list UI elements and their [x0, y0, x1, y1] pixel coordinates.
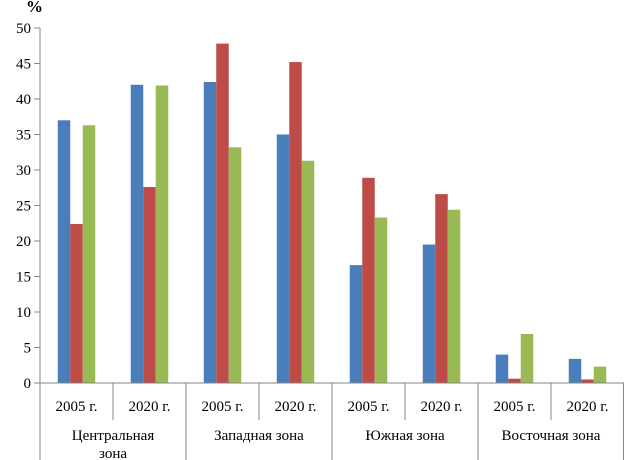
bar-series-2-cat-1	[70, 223, 83, 383]
x-tick-label: 2005 г.	[56, 399, 98, 415]
x-tick-label: 2005 г.	[348, 399, 390, 415]
x-tick-label: 2020 г.	[129, 399, 171, 415]
x-tick-label: 2020 г.	[421, 399, 463, 415]
bar-series-1-cat-8	[568, 358, 582, 383]
y-tick-label: 10	[16, 305, 31, 321]
bar-series-3-cat-1	[82, 125, 96, 384]
bar-series-2-cat-4	[289, 62, 302, 384]
y-tick-label: 50	[16, 21, 31, 37]
bar-series-2-cat-3	[216, 43, 229, 384]
group-label: Центральная	[72, 428, 155, 444]
bar-series-2-cat-2	[143, 187, 156, 383]
group-label: Южная зона	[365, 428, 445, 444]
bar-series-3-cat-2	[155, 85, 169, 383]
bar-series-3-cat-7	[520, 334, 534, 383]
bar-series-1-cat-3	[203, 81, 217, 384]
x-tick-label: 2020 г.	[275, 399, 317, 415]
x-tick-label: 2020 г.	[567, 399, 609, 415]
y-tick-label: 30	[16, 163, 31, 179]
x-axis-labels: 2005 г. 2020 г. 2005 г. 2020 г. 2005 г. 2020 …	[56, 399, 609, 460]
y-axis-label: %	[26, 0, 43, 16]
bar-series-1-cat-7	[495, 354, 509, 383]
x-tick-label: 2005 г.	[202, 399, 244, 415]
x-tick-label: 2005 г.	[494, 399, 536, 415]
bar-series-3-cat-8	[593, 366, 607, 383]
bar-series-1-cat-2	[130, 84, 144, 384]
bar-series-3-cat-4	[301, 160, 315, 383]
bar-series-3-cat-5	[374, 217, 388, 383]
y-tick-label: 20	[16, 234, 31, 250]
group-label: Западная зона	[214, 428, 304, 444]
bar-series-2-cat-5	[362, 177, 375, 383]
axes	[39, 28, 624, 460]
bar-series-3-cat-3	[228, 147, 242, 383]
group-label: Восточная зона	[502, 428, 601, 444]
y-axis-ticks: 0 5 10 15 20 25 30 35 40 45 50	[16, 21, 40, 392]
bar-series-3-cat-6	[447, 209, 461, 383]
y-tick-label: 45	[16, 57, 31, 73]
bar-series-2-cat-8	[581, 379, 594, 383]
bars	[57, 43, 607, 384]
bar-series-1-cat-5	[349, 265, 363, 383]
y-tick-label: 40	[16, 92, 31, 108]
y-tick-label: 25	[16, 199, 31, 215]
bar-series-2-cat-7	[508, 378, 521, 383]
bar-series-1-cat-6	[422, 244, 436, 383]
y-tick-label: 5	[24, 341, 32, 357]
bar-series-1-cat-4	[276, 134, 290, 383]
y-tick-label: 35	[16, 128, 31, 144]
y-tick-label: 0	[24, 376, 32, 392]
y-tick-label: 15	[16, 270, 31, 286]
bar-series-2-cat-6	[435, 194, 448, 383]
group-label: зона	[99, 446, 127, 460]
bar-series-1-cat-1	[57, 120, 71, 384]
